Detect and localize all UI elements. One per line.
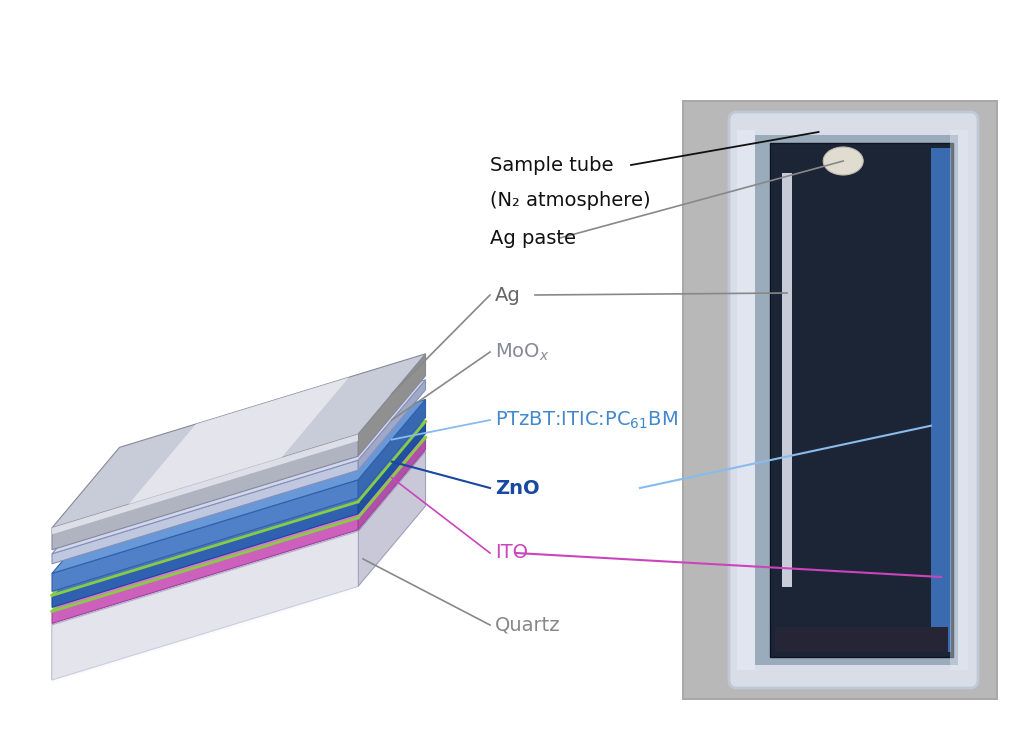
Text: (N₂ atmosphere): (N₂ atmosphere) bbox=[490, 191, 650, 209]
Polygon shape bbox=[52, 354, 426, 528]
Polygon shape bbox=[52, 421, 426, 596]
Text: Sample tube: Sample tube bbox=[490, 155, 613, 174]
Bar bbox=[782, 173, 792, 587]
Polygon shape bbox=[52, 460, 358, 564]
Text: MoO$_x$: MoO$_x$ bbox=[495, 341, 550, 363]
Text: Ag: Ag bbox=[495, 285, 521, 304]
Polygon shape bbox=[358, 354, 426, 456]
Polygon shape bbox=[52, 399, 426, 573]
Polygon shape bbox=[52, 437, 426, 611]
Bar bbox=[950, 130, 968, 670]
Polygon shape bbox=[358, 399, 426, 498]
Text: PTzBT:ITIC:PC$_{61}$BM: PTzBT:ITIC:PC$_{61}$BM bbox=[495, 409, 678, 431]
Polygon shape bbox=[52, 451, 426, 625]
Polygon shape bbox=[128, 377, 349, 505]
Ellipse shape bbox=[823, 147, 863, 175]
Polygon shape bbox=[358, 451, 426, 587]
Polygon shape bbox=[358, 437, 426, 530]
Bar bbox=[775, 627, 948, 652]
Polygon shape bbox=[52, 435, 358, 550]
Polygon shape bbox=[358, 421, 426, 514]
Polygon shape bbox=[358, 380, 426, 470]
Text: ZnO: ZnO bbox=[495, 478, 540, 497]
Bar bbox=[755, 135, 958, 665]
Bar bbox=[737, 130, 755, 670]
Text: ITO: ITO bbox=[495, 543, 528, 562]
Polygon shape bbox=[52, 518, 358, 624]
Text: Quartz: Quartz bbox=[495, 616, 560, 635]
Polygon shape bbox=[52, 435, 358, 534]
Polygon shape bbox=[52, 480, 358, 591]
Polygon shape bbox=[52, 531, 358, 683]
FancyBboxPatch shape bbox=[729, 112, 978, 688]
Bar bbox=[682, 100, 998, 700]
Polygon shape bbox=[52, 531, 358, 680]
Polygon shape bbox=[52, 502, 358, 607]
Bar bbox=[770, 143, 953, 657]
Bar bbox=[931, 148, 951, 652]
Polygon shape bbox=[52, 380, 426, 554]
Bar bbox=[684, 102, 996, 698]
Text: Ag paste: Ag paste bbox=[490, 228, 575, 248]
